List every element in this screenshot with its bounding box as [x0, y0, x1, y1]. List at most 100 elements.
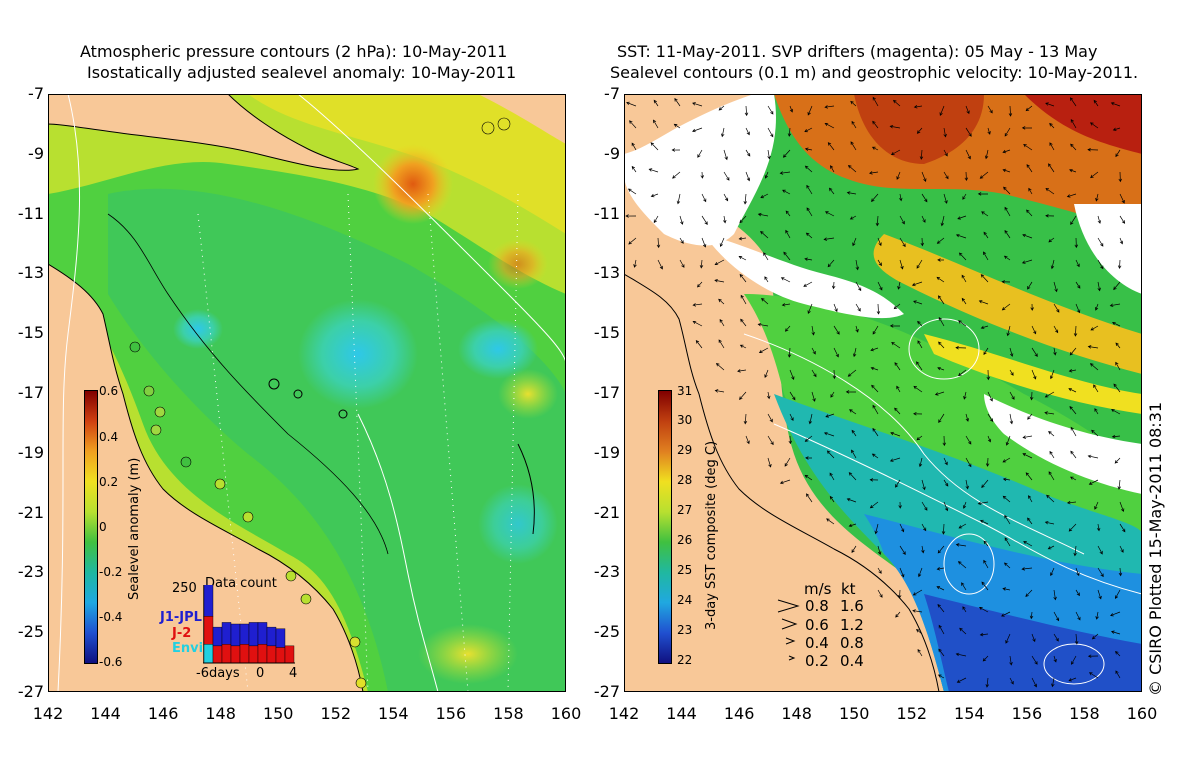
velocity-arrow [657, 259, 663, 270]
velocity-arrow [700, 171, 704, 179]
left-lat-tick: -27 [17, 682, 44, 701]
speed-kt-2: 0.8 [840, 634, 864, 652]
speed-kt-0: 1.6 [840, 597, 864, 615]
velocity-arrow [916, 361, 923, 371]
left-colorbar [84, 390, 98, 664]
right-lat-tick: -11 [593, 203, 620, 223]
velocity-arrow [1002, 477, 1011, 482]
velocity-arrow [983, 231, 989, 239]
velocity-arrow [760, 193, 769, 199]
velocity-arrow [983, 347, 989, 356]
velocity-arrow [679, 259, 685, 268]
velocity-arrow [985, 457, 990, 467]
velocity-arrow [1070, 476, 1077, 481]
velocity-arrow [983, 540, 989, 547]
velocity-arrow [1027, 517, 1033, 525]
right-cb-tick-7: 24 [677, 593, 693, 607]
velocity-arrow [916, 127, 923, 134]
velocity-arrow [937, 603, 945, 613]
velocity-arrow [811, 391, 816, 402]
velocity-arrow [760, 230, 769, 239]
velocity-arrow [701, 215, 708, 225]
velocity-arrow [877, 589, 883, 598]
inset-bar-j2 [248, 645, 259, 664]
velocity-arrow [1022, 453, 1033, 459]
velocity-arrow [1021, 126, 1033, 130]
velocity-arrow [848, 472, 857, 481]
velocity-arrow [1068, 369, 1077, 373]
velocity-arrow [1070, 426, 1077, 437]
velocity-arrow [955, 346, 967, 350]
velocity-arrow [1094, 501, 1099, 510]
velocity-arrow [826, 518, 835, 525]
velocity-arrow [1119, 523, 1126, 533]
velocity-arrow [825, 413, 835, 418]
velocity-arrow [701, 237, 707, 248]
left-lon-tick: 154 [378, 704, 409, 723]
velocity-arrow [877, 545, 882, 555]
speed-kt-3: 0.4 [840, 652, 864, 670]
legend-j2: J-2 [172, 626, 192, 641]
velocity-arrow [1045, 214, 1055, 218]
velocity-arrow [823, 431, 835, 437]
velocity-arrow [943, 171, 949, 180]
velocity-arrow [833, 303, 838, 313]
velocity-arrow [943, 127, 947, 138]
velocity-arrow [874, 523, 879, 535]
velocity-arrow [743, 193, 748, 205]
velocity-arrow [1002, 495, 1011, 503]
velocity-arrow [1048, 471, 1055, 481]
right-map[interactable] [624, 94, 1142, 692]
left-lat-tick: -19 [17, 442, 44, 462]
right-colorbar-label: 3-day SST composite (deg C) [704, 440, 719, 630]
velocity-arrow [1053, 633, 1059, 642]
velocity-arrow [1087, 345, 1099, 349]
velocity-arrow [978, 300, 989, 305]
velocity-arrow [1028, 495, 1033, 503]
left-colorbar-label: Sealevel anomaly (m) [127, 457, 142, 600]
velocity-arrow [958, 252, 967, 261]
velocity-arrow [811, 347, 816, 355]
velocity-arrow [955, 652, 967, 657]
velocity-arrow [1118, 171, 1123, 183]
velocity-arrow [764, 171, 769, 179]
velocity-arrow [985, 677, 989, 688]
velocity-arrow [757, 212, 769, 217]
velocity-arrow [1119, 545, 1124, 553]
velocity-arrow [745, 435, 750, 445]
velocity-arrow [917, 320, 923, 327]
velocity-arrow [808, 413, 813, 425]
velocity-arrow [723, 171, 730, 181]
left-lat-tick: -15 [17, 323, 44, 343]
legend-envi: Envi [172, 641, 204, 656]
velocity-arrow [679, 237, 684, 244]
velocity-arrow [1089, 122, 1099, 129]
velocity-arrow [913, 412, 923, 416]
velocity-arrow [981, 581, 989, 591]
velocity-arrow [679, 215, 684, 225]
velocity-arrow [737, 369, 747, 373]
velocity-arrow [1049, 142, 1055, 151]
velocity-arrow [1075, 259, 1080, 268]
velocity-arrow [899, 259, 904, 270]
velocity-arrow [806, 207, 813, 217]
left-map[interactable] [48, 94, 566, 692]
velocity-arrow [938, 413, 945, 424]
velocity-arrow [921, 215, 926, 223]
velocity-arrow [1068, 388, 1077, 393]
velocity-arrow [739, 273, 747, 283]
velocity-arrow [761, 297, 769, 305]
velocity-arrow [692, 303, 703, 307]
velocity-arrow [899, 237, 906, 248]
velocity-arrow [1097, 545, 1103, 555]
velocity-arrow [869, 478, 879, 482]
velocity-arrow [1045, 102, 1055, 107]
velocity-arrow [890, 149, 901, 155]
inset-bar-j2 [239, 644, 250, 664]
velocity-arrow [1031, 347, 1038, 357]
right-lon-tick: 142 [608, 704, 640, 723]
left-title-line1: Atmospheric pressure contours (2 hPa): 1… [80, 42, 508, 61]
velocity-arrow [738, 236, 747, 241]
speed-ms-2: 0.4 [805, 634, 829, 652]
inset-xtick-0: -6days [196, 666, 240, 681]
